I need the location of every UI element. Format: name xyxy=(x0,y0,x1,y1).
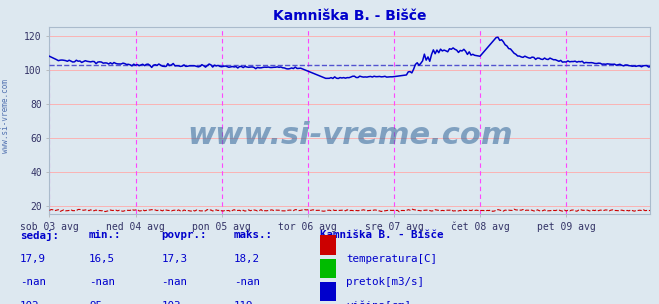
Text: 17,9: 17,9 xyxy=(20,254,45,264)
Text: www.si-vreme.com: www.si-vreme.com xyxy=(187,121,513,150)
Title: Kamniška B. - Bišče: Kamniška B. - Bišče xyxy=(273,9,426,23)
Text: -nan: -nan xyxy=(20,277,45,287)
Text: 16,5: 16,5 xyxy=(89,254,115,264)
Text: 119: 119 xyxy=(234,301,254,304)
Text: višina[cm]: višina[cm] xyxy=(346,301,411,304)
Bar xyxy=(320,259,336,278)
Text: -nan: -nan xyxy=(161,277,187,287)
Text: 18,2: 18,2 xyxy=(234,254,260,264)
Text: temperatura[C]: temperatura[C] xyxy=(346,254,437,264)
Text: min.:: min.: xyxy=(89,230,121,240)
Text: povpr.:: povpr.: xyxy=(161,230,207,240)
Text: 95: 95 xyxy=(89,301,102,304)
Text: -nan: -nan xyxy=(234,277,260,287)
Text: pretok[m3/s]: pretok[m3/s] xyxy=(346,277,424,287)
Text: www.si-vreme.com: www.si-vreme.com xyxy=(1,78,10,153)
Text: Kamniška B. - Bišče: Kamniška B. - Bišče xyxy=(320,230,443,240)
Text: -nan: -nan xyxy=(89,277,115,287)
Text: 103: 103 xyxy=(161,301,181,304)
Text: sedaj:: sedaj: xyxy=(20,230,59,241)
Text: 17,3: 17,3 xyxy=(161,254,187,264)
Text: 102: 102 xyxy=(20,301,40,304)
Text: maks.:: maks.: xyxy=(234,230,273,240)
Bar xyxy=(320,235,336,255)
Bar xyxy=(320,282,336,302)
